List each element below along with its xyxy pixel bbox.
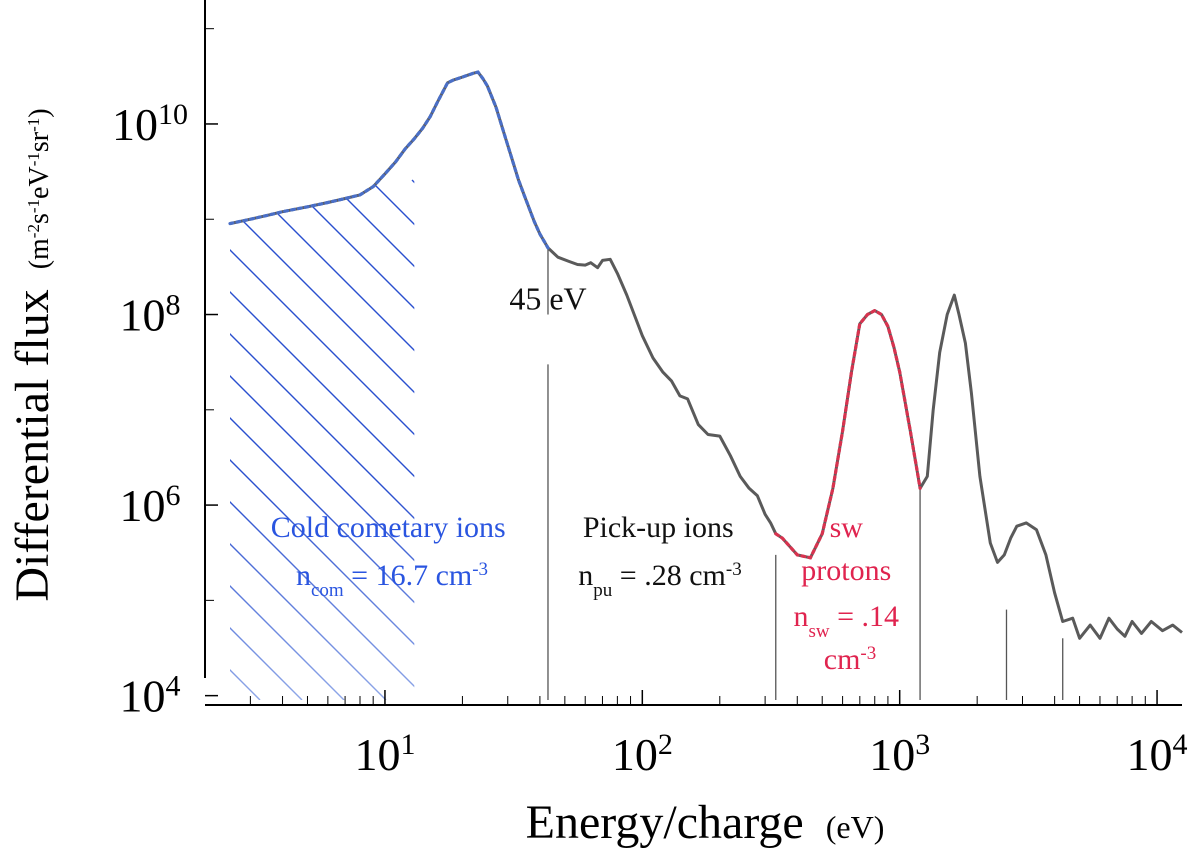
y-tick-label: 1010	[112, 97, 188, 150]
y-tick-label: 108	[120, 288, 181, 341]
hatch-line	[230, 179, 345, 700]
x-tick-label: 104	[1127, 728, 1188, 781]
hatch-line	[230, 179, 415, 700]
hatch-line	[1126, 180, 1200, 700]
hatch-line	[706, 180, 1200, 700]
sw-protons-density: nsw = .14	[793, 600, 899, 642]
hatch-line	[1000, 180, 1200, 700]
axis-ticks: 101 102 103 104 104 106 108 1010	[112, 28, 1188, 781]
boundary-markers	[547, 247, 1064, 700]
annotations: Cold cometary ions ncom = 16.7 cm-3 Pick…	[271, 281, 906, 676]
cold-ions-density: ncom = 16.7 cm-3	[296, 559, 488, 601]
hatch-line	[243, 179, 415, 700]
y-axis-title-unit: (m-2s-1eV-1sr-1)	[24, 108, 56, 269]
x-axis-title: Energy/charge (eV)	[526, 796, 885, 849]
hatch-line	[230, 179, 415, 700]
hatch-line	[230, 179, 415, 700]
hatch-line	[230, 179, 415, 700]
svg-text:Differential flux (m-2s-: Differential flux (m-2s-1eV-1sr-1)	[6, 108, 59, 601]
hatch-line	[230, 179, 415, 700]
y-axis-title: Differential flux (m-2s-1eV-1sr-1)	[6, 108, 59, 601]
hatch-line	[230, 179, 415, 700]
cold-ions-label: Cold cometary ions ncom = 16.7 cm-3	[271, 511, 513, 601]
x-axis-title-main: Energy/charge	[526, 796, 804, 849]
x-tick-label: 102	[612, 728, 673, 781]
hatch-line	[1084, 180, 1200, 700]
y-tick-label: 104	[120, 669, 181, 722]
hatch-line	[230, 179, 387, 700]
sw-protons-unit: cm-3	[824, 643, 876, 677]
y-tick-label: 106	[120, 479, 181, 532]
fit-curve	[774, 308, 922, 560]
spectrum-line	[229, 70, 1183, 640]
hatch-line	[285, 179, 415, 700]
hatch-line	[230, 179, 415, 700]
x-axis-title-unit: (eV)	[826, 809, 885, 845]
pickup-ions-label: Pick-up ions npu = .28 cm-3	[578, 511, 741, 601]
threshold-45ev-label: 45 eV	[509, 281, 586, 317]
y-axis-title-main: Differential flux	[6, 289, 59, 601]
pickup-ions-density: npu = .28 cm-3	[578, 559, 741, 601]
hatch-line	[327, 179, 415, 700]
hatch-line	[496, 180, 1016, 700]
data-series	[228, 70, 1183, 640]
cold-ions-title: Cold cometary ions	[271, 511, 506, 544]
sw-protons-title-1: sw	[830, 511, 864, 544]
x-tick-label: 101	[354, 728, 415, 781]
sw-protons-title-2: protons	[801, 554, 891, 587]
pickup-ions-title: Pick-up ions	[583, 511, 734, 544]
hatch-line	[230, 179, 415, 700]
x-tick-label: 103	[869, 728, 930, 781]
fit-curve	[228, 70, 550, 250]
hatch-line	[958, 180, 1200, 700]
sw-protons-label: sw protons nsw = .14 cm-3	[793, 511, 906, 676]
cold-ions-hatch-region	[230, 179, 1200, 700]
hatch-line	[916, 180, 1200, 700]
